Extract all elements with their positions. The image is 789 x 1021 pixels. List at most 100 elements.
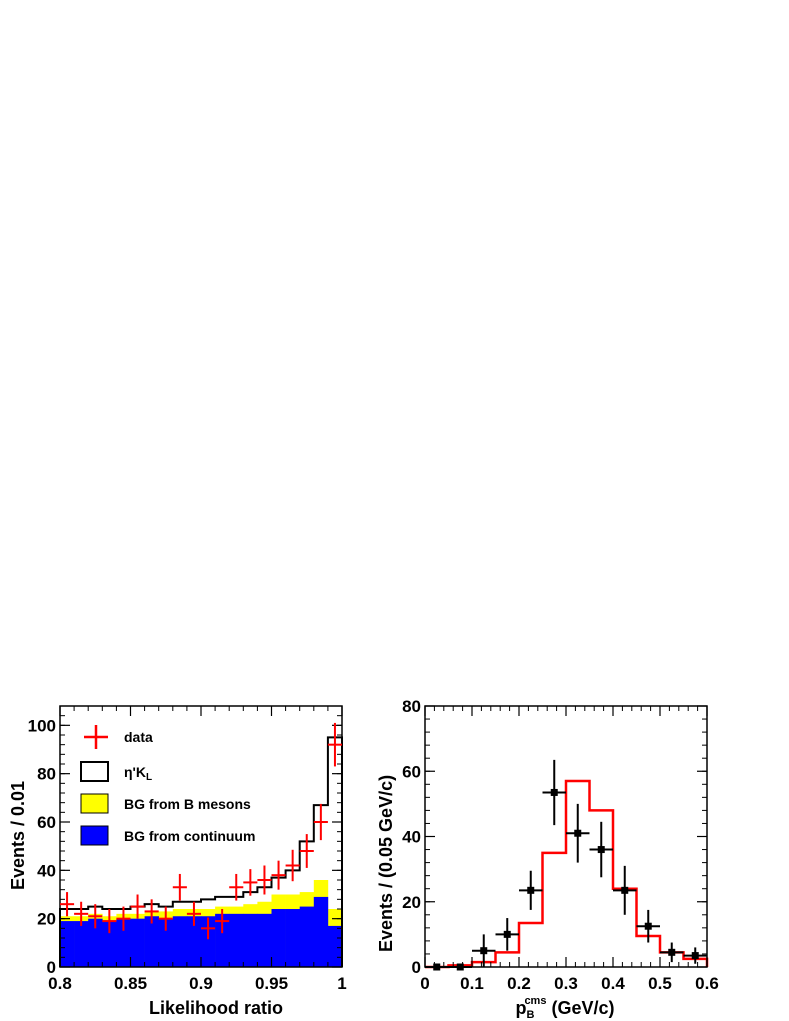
y-tick-label: 40: [402, 828, 421, 847]
legend-signal-label: η'KL: [124, 764, 152, 783]
data-point: [313, 803, 328, 841]
x-tick-label: 0.2: [507, 974, 531, 993]
data-point: [229, 873, 244, 901]
y-tick-label: 80: [37, 765, 56, 784]
data-point: [285, 849, 300, 882]
x-tick-label: 0.4: [601, 974, 625, 993]
legend-bg-b-swatch: [80, 793, 109, 814]
x-tick-label: 0.3: [554, 974, 578, 993]
bg-cont-bar: [285, 909, 300, 967]
data-point: [144, 899, 159, 924]
data-point: [257, 865, 272, 895]
data-point: [683, 947, 707, 964]
data-point: [74, 901, 89, 926]
bg-cont-bar: [172, 916, 188, 967]
data-point: [172, 873, 187, 901]
bg-cont-bar: [144, 916, 159, 967]
mc-histogram: [425, 779, 709, 969]
data-marker: [597, 846, 605, 854]
data-point: [519, 870, 543, 910]
signal-histogram: [59, 736, 343, 967]
y-tick-label: 60: [402, 762, 421, 781]
right-xlabel: pBcms (GeV/c): [515, 995, 614, 1021]
y-tick-label: 0: [47, 958, 56, 977]
data-marker: [433, 963, 441, 971]
y-tick-label: 60: [37, 813, 56, 832]
data-point: [425, 963, 449, 971]
data-point: [472, 934, 496, 967]
x-tick-label: 0.85: [114, 974, 147, 993]
data-point: [495, 918, 519, 951]
bg-cont-bar: [102, 921, 117, 967]
y-tick-label: 20: [37, 910, 56, 929]
data-point: [542, 759, 566, 826]
x-tick-label: 0: [420, 974, 429, 993]
data-marker: [480, 947, 488, 955]
legend-bg-b-label: BG from B mesons: [124, 796, 251, 812]
y-tick-label: 100: [28, 716, 56, 735]
data-point: [88, 904, 103, 929]
bg-cont-bar: [130, 918, 145, 967]
data-point: [589, 821, 613, 878]
data-marker: [527, 886, 535, 894]
y-tick-label: 80: [402, 697, 421, 716]
data-marker: [503, 930, 511, 938]
left-ylabel: Events / 0.01: [8, 781, 28, 890]
data-marker: [668, 948, 676, 956]
bg-cont-bar: [229, 913, 244, 967]
x-tick-label: 0.8: [48, 974, 72, 993]
data-point: [636, 909, 660, 943]
data-point: [186, 901, 201, 926]
legend-bg-cont-label: BG from continuum: [124, 828, 255, 844]
bg-cont-bar: [313, 896, 329, 967]
data-point: [660, 942, 684, 963]
bg-cont-bar: [243, 913, 258, 967]
bg-cont-bar: [299, 906, 315, 967]
y-tick-label: 20: [402, 893, 421, 912]
data-point: [566, 803, 590, 863]
data-marker: [691, 952, 699, 960]
data-point: [327, 722, 342, 767]
data-point: [60, 892, 75, 917]
data-point: [448, 963, 472, 971]
bg-cont-bar: [215, 913, 230, 967]
data-marker: [574, 829, 582, 837]
legend-data-marker: [84, 725, 108, 749]
x-tick-label: 0.9: [189, 974, 213, 993]
x-tick-label: 1: [337, 974, 346, 993]
legend-bg-cont-swatch: [80, 825, 109, 846]
bg-cont-bar: [60, 921, 75, 967]
data-point: [116, 906, 131, 931]
y-tick-label: 0: [412, 958, 421, 977]
bg-cont-bar: [327, 925, 343, 967]
left-xlabel: Likelihood ratio: [149, 998, 283, 1018]
right-chart: 0 0.1 0.2 0.3 0.4 0.5 0.6 0 20 40 60 80 pBcms (GeV/…: [376, 697, 719, 1021]
bg-cont-bar: [116, 918, 131, 967]
bg-cont-bar: [158, 918, 174, 967]
data-marker: [644, 922, 652, 930]
data-point: [158, 906, 173, 931]
data-point: [130, 894, 145, 919]
right-ylabel: Events / (0.05 GeV/c): [376, 775, 396, 952]
data-point: [201, 917, 216, 940]
x-tick-label: 0.5: [648, 974, 672, 993]
data-point: [271, 860, 286, 890]
x-tick-label: 0.1: [460, 974, 484, 993]
data-point: [102, 909, 117, 934]
bg-cont-bar: [88, 918, 103, 967]
legend-signal-swatch: [80, 761, 109, 782]
bg-cont-bar: [257, 913, 272, 967]
y-tick-label: 40: [37, 861, 56, 880]
legend-data-label: data: [124, 729, 153, 745]
left-legend: data η'KL BG from B mesons BG from conti…: [80, 725, 255, 846]
data-point: [613, 865, 637, 915]
bg-cont-bar: [74, 921, 89, 967]
bg-cont-bar: [271, 909, 286, 967]
bg-cont-bar: [186, 916, 202, 967]
x-tick-label: 0.6: [695, 974, 719, 993]
data-marker: [456, 963, 464, 971]
data-point: [215, 909, 230, 934]
x-tick-label: 0.95: [255, 974, 288, 993]
data-point: [299, 834, 314, 868]
